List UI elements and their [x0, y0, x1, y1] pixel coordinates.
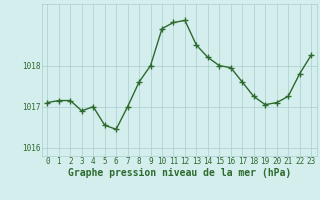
X-axis label: Graphe pression niveau de la mer (hPa): Graphe pression niveau de la mer (hPa) [68, 168, 291, 178]
